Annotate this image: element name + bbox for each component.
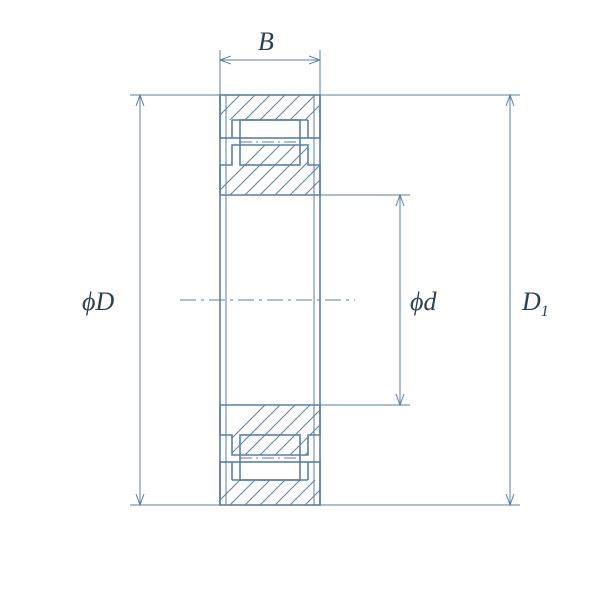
bearing-diagram: B ϕD ϕd D1 [0, 0, 600, 600]
dim-phiD: ϕD [82, 95, 220, 505]
label-B: B [258, 27, 274, 56]
dim-B: B [220, 27, 320, 95]
label-phiD: ϕD [82, 287, 114, 316]
svg-text:D1: D1 [521, 287, 549, 320]
label-phid: ϕd [410, 287, 437, 316]
label-D1-sub: 1 [541, 303, 549, 320]
label-D1: D [521, 287, 541, 316]
